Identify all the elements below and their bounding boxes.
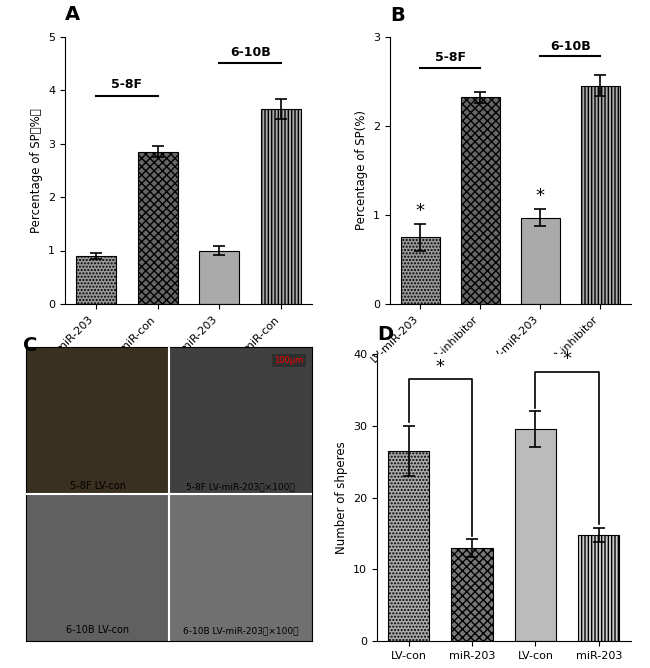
- Bar: [388, 451, 429, 641]
- Text: 5-8F: 5-8F: [111, 78, 142, 92]
- Bar: [515, 430, 556, 641]
- Text: *: *: [415, 202, 424, 220]
- Bar: [400, 237, 439, 304]
- Bar: [138, 152, 177, 304]
- Text: C: C: [23, 335, 38, 355]
- Text: *: *: [563, 351, 571, 368]
- Bar: [261, 109, 301, 304]
- Text: 5-8F LV-miR-203（×100）: 5-8F LV-miR-203（×100）: [186, 482, 295, 492]
- Text: 5-8F LV-con: 5-8F LV-con: [70, 482, 125, 492]
- Text: 100μm: 100μm: [274, 356, 304, 365]
- Text: *: *: [436, 357, 445, 375]
- Bar: [26, 494, 169, 641]
- Bar: [200, 250, 239, 304]
- Text: D: D: [377, 325, 393, 344]
- Bar: [461, 98, 500, 304]
- Bar: [578, 535, 619, 641]
- Bar: [169, 347, 312, 494]
- Bar: [26, 347, 169, 494]
- Text: B: B: [390, 5, 405, 25]
- Text: 6-10B LV-miR-203（×100）: 6-10B LV-miR-203（×100）: [183, 627, 298, 635]
- Text: 6-10B: 6-10B: [230, 46, 270, 59]
- Text: *: *: [536, 187, 545, 205]
- Text: 6-10B LV-con: 6-10B LV-con: [66, 625, 129, 635]
- Text: 5-8F: 5-8F: [435, 51, 465, 64]
- Bar: [581, 86, 620, 304]
- Text: 6-10B: 6-10B: [550, 40, 591, 53]
- Bar: [452, 548, 493, 641]
- Y-axis label: Percentage of SP（%）: Percentage of SP（%）: [30, 108, 43, 232]
- Y-axis label: Number of shperes: Number of shperes: [335, 442, 348, 554]
- Text: A: A: [65, 5, 80, 23]
- Bar: [521, 218, 560, 304]
- Y-axis label: Percentage of SP(%): Percentage of SP(%): [355, 110, 368, 230]
- Bar: [76, 256, 116, 304]
- Bar: [169, 494, 312, 641]
